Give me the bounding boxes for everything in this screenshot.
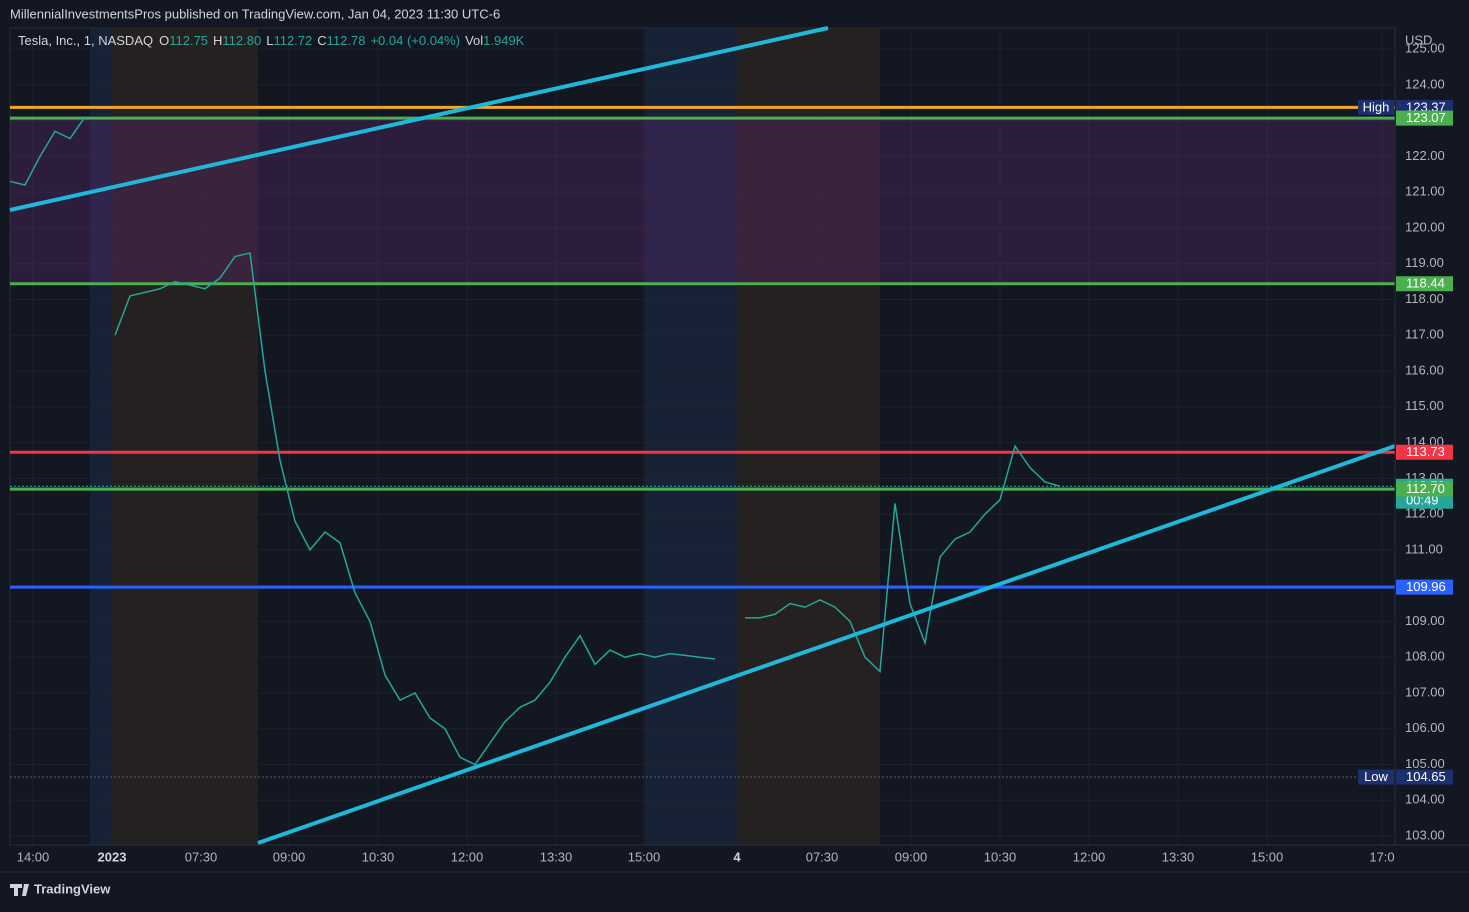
x-tick-label: 09:00 <box>273 849 306 864</box>
ohlc-label: O <box>159 33 169 48</box>
x-tick-label: 07:30 <box>806 849 839 864</box>
x-tick-label: 12:00 <box>451 849 484 864</box>
price-badge-label: 112.70 <box>1406 481 1445 496</box>
price-badge <box>1396 481 1453 497</box>
brand[interactable]: TradingView <box>34 881 111 896</box>
price-badge-label: 123.07 <box>1406 110 1446 125</box>
ohlc-value: 112.80 <box>222 33 261 48</box>
session-band <box>737 28 880 845</box>
x-tick-label: 15:00 <box>1251 849 1284 864</box>
symbol-legend: Tesla, Inc., 1, NASDAQ O112.75 H112.80 L112… <box>18 33 525 48</box>
logo <box>10 884 29 896</box>
y-tick-label: 125.00 <box>1405 41 1445 56</box>
y-tick-label: 108.00 <box>1405 649 1445 664</box>
y-tick-label: 106.00 <box>1405 720 1445 735</box>
y-tick-label: 103.00 <box>1405 827 1445 842</box>
session-band <box>645 28 737 845</box>
trend-line <box>257 444 1396 845</box>
ohlc-label: H <box>213 33 222 48</box>
x-tick-label: 10:30 <box>362 849 395 864</box>
y-tick-label: 116.00 <box>1405 362 1444 377</box>
price-badge <box>1396 110 1453 126</box>
ohlc-label: C <box>317 33 326 48</box>
y-tick-label: 118.00 <box>1405 291 1444 306</box>
price-badge-label: 118.44 <box>1406 276 1445 291</box>
attribution: MillennialInvestmentsPros published on T… <box>10 6 500 21</box>
x-tick-label: 10:30 <box>984 849 1017 864</box>
x-tick-label: 07:30 <box>185 849 218 864</box>
x-tick-label: 2023 <box>98 849 127 864</box>
ohlc-label: L <box>266 33 273 48</box>
ohlc-value: 112.75 <box>169 33 208 48</box>
y-tick-label: 111.00 <box>1405 541 1443 556</box>
currency: USD <box>1405 32 1432 47</box>
x-tick-label: 15:00 <box>628 849 661 864</box>
session-band <box>90 28 112 845</box>
y-tick-label: 107.00 <box>1405 684 1445 699</box>
y-tick-label: 115.00 <box>1405 398 1444 413</box>
session-band <box>112 28 258 845</box>
y-tick-label: 124.00 <box>1405 76 1445 91</box>
y-tick-label: 121.00 <box>1405 184 1445 199</box>
volume: 1.949K <box>483 33 525 48</box>
price-line <box>9 116 1061 766</box>
x-tick-label: 13:30 <box>1162 849 1195 864</box>
level-tag-label: Low <box>1364 769 1388 784</box>
ohlc-value: 112.78 <box>327 33 366 48</box>
price-badge <box>1396 579 1453 595</box>
trend-line <box>9 26 829 212</box>
y-tick-label: 117.00 <box>1405 327 1444 342</box>
x-tick-label: 12:00 <box>1073 849 1106 864</box>
y-tick-label: 104.00 <box>1405 792 1445 807</box>
y-tick-label: 109.00 <box>1405 613 1445 628</box>
x-tick-label: 14:00 <box>17 849 50 864</box>
x-tick-label: 13:30 <box>540 849 573 864</box>
y-tick-label: 112.00 <box>1405 506 1444 521</box>
y-tick-label: 105.00 <box>1405 756 1445 771</box>
price-badge <box>1396 769 1453 785</box>
price-badge <box>1396 444 1453 460</box>
y-tick-label: 122.00 <box>1405 148 1445 163</box>
x-tick-label: 4 <box>733 849 741 864</box>
x-tick-label: 17:0 <box>1369 849 1394 864</box>
change: +0.04 (+0.04%) <box>370 33 460 48</box>
price-badge-label: 113.73 <box>1406 444 1445 459</box>
price-badge <box>1396 276 1453 292</box>
price-badge-label: 109.96 <box>1406 579 1446 594</box>
volume-label: Vol <box>465 33 483 48</box>
level-tag <box>1358 99 1394 115</box>
y-tick-label: 120.00 <box>1405 219 1445 234</box>
ohlc-value: 112.72 <box>273 33 312 48</box>
level-tag-label: High <box>1363 99 1390 114</box>
price-badge-label: 104.65 <box>1406 769 1446 784</box>
zone <box>10 118 1395 284</box>
symbol: Tesla, Inc., 1, NASDAQ <box>18 33 153 48</box>
price-badge-label: 123.37 <box>1406 99 1446 114</box>
x-tick-label: 09:00 <box>895 849 928 864</box>
y-tick-label: 119.00 <box>1405 255 1444 270</box>
level-tag <box>1358 769 1394 785</box>
